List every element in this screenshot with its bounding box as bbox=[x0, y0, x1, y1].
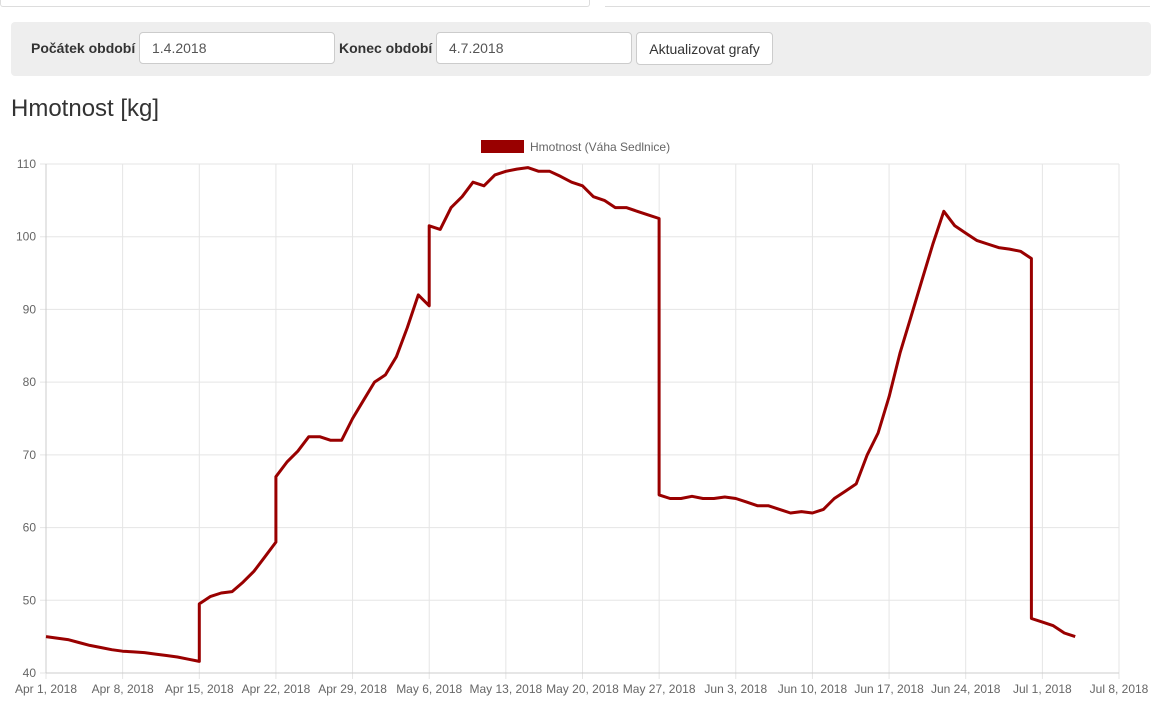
filter-bar: Počátek období Konec období Aktualizovat… bbox=[11, 22, 1151, 76]
x-tick-label: Apr 22, 2018 bbox=[242, 682, 311, 696]
y-tick-label: 40 bbox=[23, 666, 37, 680]
y-axis: 40 50 60 70 80 90 100 110 bbox=[16, 157, 47, 680]
update-charts-button[interactable]: Aktualizovat grafy bbox=[636, 32, 773, 65]
top-panel bbox=[0, 0, 590, 7]
y-tick-label: 100 bbox=[16, 230, 36, 244]
x-tick-label: Apr 29, 2018 bbox=[318, 682, 387, 696]
x-tick-label: Apr 8, 2018 bbox=[92, 682, 154, 696]
y-tick-label: 50 bbox=[23, 593, 37, 607]
top-panel-divider bbox=[605, 0, 1150, 7]
series-line bbox=[45, 166, 1076, 663]
x-tick-label: Jul 8, 2018 bbox=[1090, 682, 1149, 696]
y-tick-label: 60 bbox=[23, 521, 37, 535]
legend-label: Hmotnost (Váha Sedlnice) bbox=[530, 140, 670, 154]
chart-legend[interactable]: Hmotnost (Váha Sedlnice) bbox=[481, 140, 670, 154]
x-tick-label: Jun 10, 2018 bbox=[778, 682, 848, 696]
chart-series bbox=[45, 166, 1076, 663]
x-tick-label: Jul 1, 2018 bbox=[1013, 682, 1072, 696]
x-tick-label: May 20, 2018 bbox=[546, 682, 619, 696]
start-date-label: Počátek období bbox=[31, 40, 136, 56]
x-tick-label: Jun 3, 2018 bbox=[704, 682, 767, 696]
start-date-input[interactable] bbox=[139, 32, 335, 64]
end-date-label: Konec období bbox=[339, 40, 433, 56]
page-title: Hmotnost [kg] bbox=[11, 95, 160, 122]
x-tick-label: May 13, 2018 bbox=[469, 682, 542, 696]
y-tick-label: 80 bbox=[23, 375, 37, 389]
y-tick-label: 90 bbox=[23, 302, 37, 316]
y-tick-label: 110 bbox=[17, 157, 36, 171]
x-tick-label: Apr 1, 2018 bbox=[15, 682, 77, 696]
x-tick-label: May 6, 2018 bbox=[396, 682, 462, 696]
x-tick-label: Jun 17, 2018 bbox=[854, 682, 924, 696]
y-tick-label: 70 bbox=[23, 448, 37, 462]
x-tick-label: Jun 24, 2018 bbox=[931, 682, 1001, 696]
x-tick-label: Apr 15, 2018 bbox=[165, 682, 234, 696]
weight-chart: 40 50 60 70 80 90 100 110 Apr 1, 2018 Apr 8, 201… bbox=[15, 140, 1149, 696]
x-tick-label: May 27, 2018 bbox=[623, 682, 696, 696]
x-axis: Apr 1, 2018 Apr 8, 2018 Apr 15, 2018 Apr 22… bbox=[15, 672, 1149, 696]
legend-swatch bbox=[481, 140, 524, 153]
end-date-input[interactable] bbox=[436, 32, 632, 64]
